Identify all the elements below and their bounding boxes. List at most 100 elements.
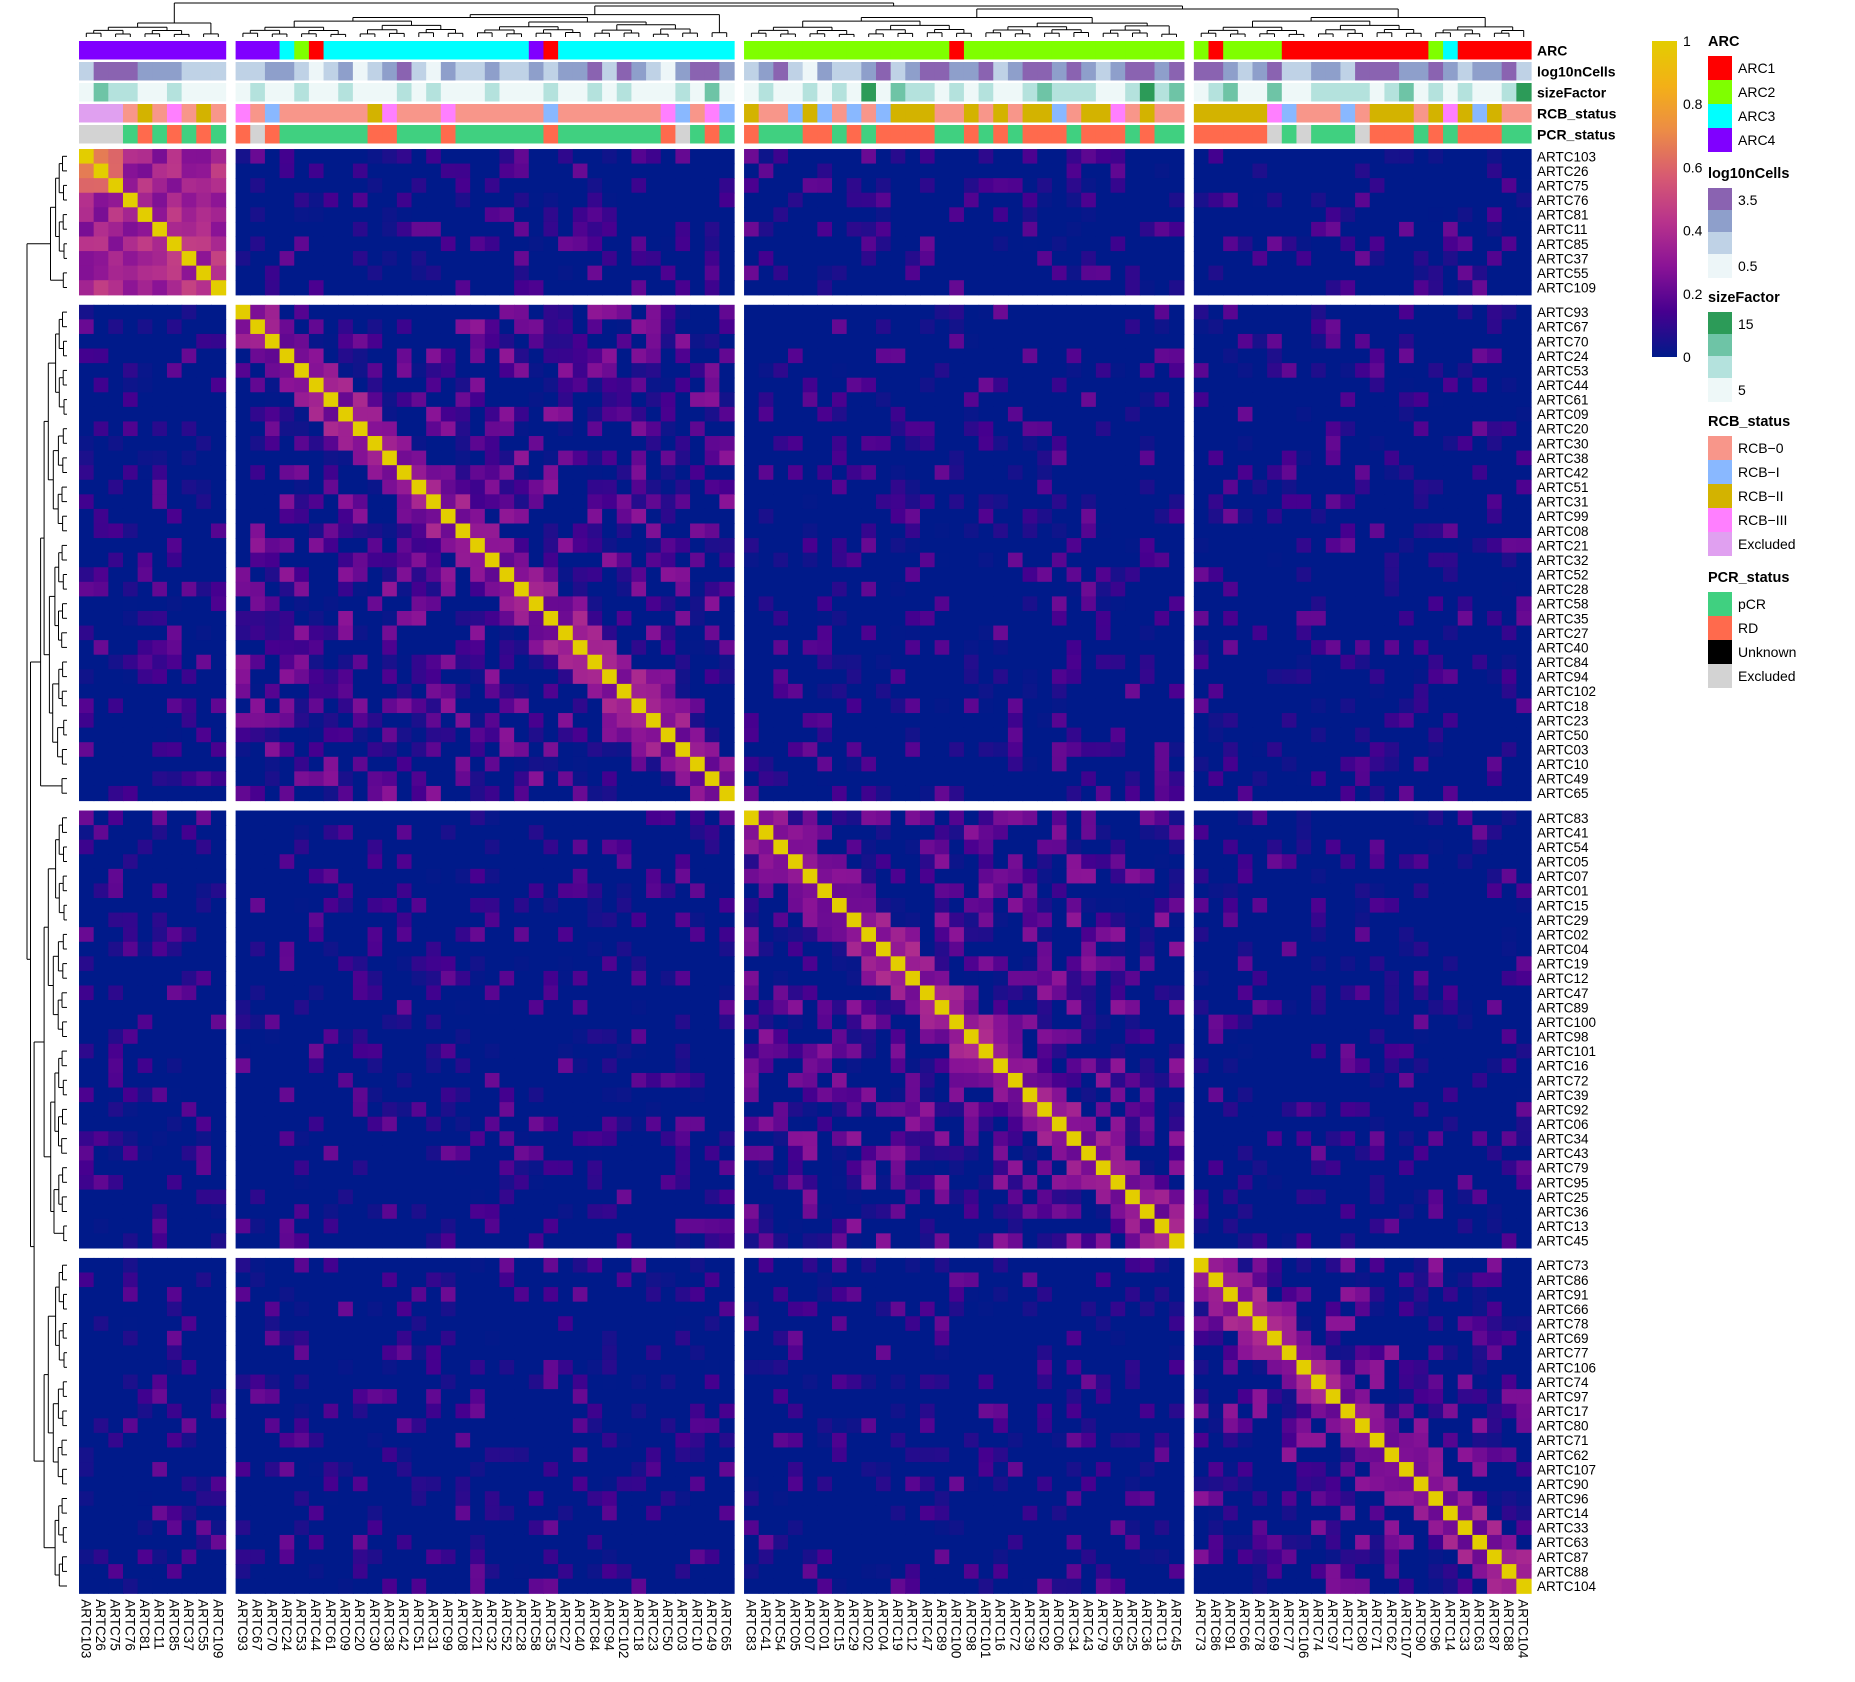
heatmap-cell	[1296, 236, 1312, 252]
heatmap-cell	[1384, 713, 1400, 729]
heatmap-cell	[572, 265, 589, 281]
heatmap-cell	[993, 596, 1009, 612]
heatmap-cell	[1296, 149, 1312, 165]
annotation-cell	[1208, 41, 1224, 60]
heatmap-cell	[1340, 436, 1356, 452]
heatmap-cell	[1037, 363, 1053, 379]
heatmap-cell	[817, 406, 833, 423]
heatmap-cell	[396, 421, 413, 437]
annotation-cell	[352, 41, 369, 60]
heatmap-cell	[279, 742, 295, 758]
heatmap-cell	[1428, 149, 1444, 165]
heatmap-cell	[905, 523, 921, 539]
heatmap-cell	[978, 450, 994, 466]
heatmap-cell	[543, 450, 559, 466]
heatmap-cell	[646, 363, 662, 379]
heatmap-cell	[890, 683, 906, 700]
heatmap-cell	[426, 178, 442, 194]
heatmap-cell	[514, 538, 530, 554]
heatmap-cell	[744, 669, 760, 685]
annotation-cell	[514, 62, 530, 81]
heatmap-cell	[470, 265, 486, 281]
heatmap-cell	[543, 567, 559, 583]
heatmap-cell	[122, 567, 139, 583]
heatmap-cell	[802, 508, 818, 525]
heatmap-cell	[1081, 421, 1097, 437]
annotation-cell	[773, 104, 789, 123]
heatmap-cell	[1237, 280, 1254, 296]
heatmap-cell	[137, 683, 153, 700]
heatmap-cell	[1472, 333, 1488, 350]
heatmap-cell	[1267, 727, 1283, 743]
heatmap-cell	[572, 494, 589, 510]
heatmap-cell	[978, 421, 994, 437]
heatmap-cell	[1267, 494, 1283, 510]
heatmap-cell	[1051, 508, 1068, 525]
annotation-cell	[1296, 62, 1312, 81]
heatmap-cell	[1384, 596, 1400, 612]
heatmap-cell	[788, 596, 804, 612]
heatmap-cell	[484, 319, 501, 335]
heatmap-cell	[1223, 319, 1239, 335]
heatmap-cell	[978, 192, 994, 208]
heatmap-cell	[250, 333, 266, 350]
heatmap-cell	[152, 610, 168, 627]
heatmap-cell	[1340, 406, 1356, 423]
heatmap-cell	[93, 178, 109, 194]
heatmap-cell	[846, 465, 862, 481]
heatmap-cell	[1355, 333, 1371, 350]
heatmap-cell	[1081, 698, 1097, 714]
heatmap-cell	[1110, 713, 1126, 729]
heatmap-cell	[93, 727, 109, 743]
heatmap-cell	[802, 319, 818, 335]
heatmap-cell	[528, 333, 545, 350]
heatmap-cell	[1007, 596, 1024, 612]
heatmap-cell	[744, 221, 760, 238]
heatmap-cell	[1051, 640, 1068, 656]
heatmap-cell	[861, 333, 877, 350]
heatmap-cell	[181, 377, 197, 393]
heatmap-cell	[279, 207, 295, 223]
heatmap-cell	[905, 581, 921, 597]
heatmap-cell	[528, 567, 545, 583]
heatmap-cell	[1081, 363, 1097, 379]
heatmap-cell	[308, 713, 325, 729]
heatmap-cell	[587, 538, 603, 554]
heatmap-cell	[905, 625, 921, 641]
annotation-cell	[558, 62, 574, 81]
heatmap-cell	[1311, 192, 1327, 208]
heatmap-cell	[1487, 523, 1503, 539]
heatmap-cell	[235, 236, 251, 252]
heatmap-cell	[1501, 727, 1517, 743]
heatmap-cell	[861, 713, 877, 729]
heatmap-cell	[690, 377, 706, 393]
heatmap-cell	[470, 508, 486, 525]
heatmap-cell	[1139, 421, 1156, 437]
heatmap-cell	[352, 265, 369, 281]
heatmap-cell	[1169, 348, 1185, 364]
heatmap-cell	[1022, 304, 1038, 320]
heatmap-cell	[1095, 508, 1112, 525]
heatmap-cell	[440, 596, 457, 612]
annotation-cell	[264, 62, 281, 81]
heatmap-cell	[1066, 465, 1082, 481]
heatmap-cell	[890, 567, 906, 583]
annotation-cell	[1340, 104, 1356, 123]
heatmap-cell	[1428, 207, 1444, 223]
heatmap-cell	[514, 192, 530, 208]
heatmap-cell	[514, 221, 530, 238]
heatmap-cell	[704, 640, 720, 656]
heatmap-cell	[758, 538, 774, 554]
heatmap-cell	[1516, 377, 1532, 393]
heatmap-cell	[93, 640, 109, 656]
heatmap-cell	[1428, 465, 1444, 481]
heatmap-cell	[338, 348, 354, 364]
heatmap-cell	[1399, 436, 1415, 452]
heatmap-cell	[602, 479, 618, 495]
annotation-cell	[1037, 125, 1053, 144]
heatmap-cell	[1340, 538, 1356, 554]
heatmap-cell	[455, 465, 471, 481]
heatmap-cell	[1340, 523, 1356, 539]
heatmap-cell	[587, 494, 603, 510]
heatmap-cell	[773, 450, 789, 466]
